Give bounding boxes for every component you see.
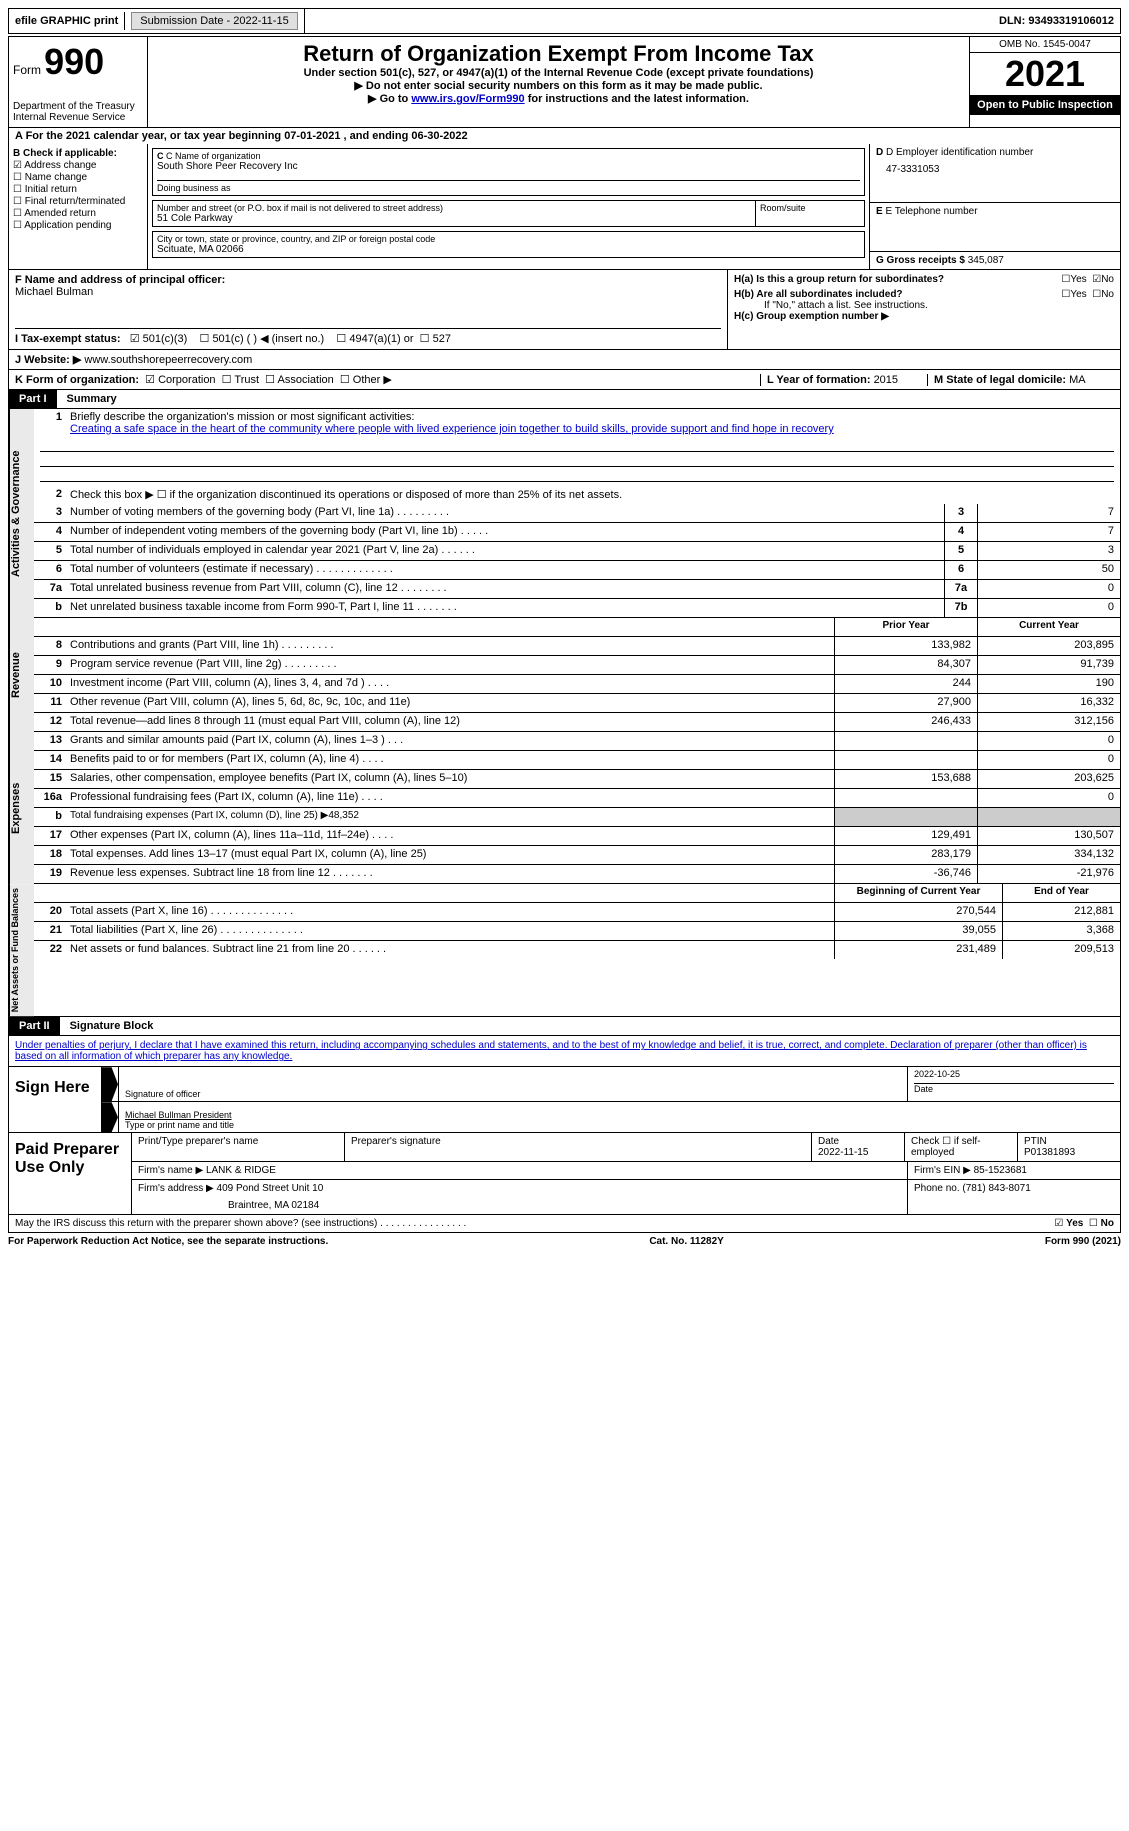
- dept-treasury: Department of the Treasury: [13, 101, 143, 112]
- firm-addr2: Braintree, MA 02184: [138, 1200, 901, 1211]
- efile-label: efile GRAPHIC print: [9, 12, 125, 30]
- top-bar: efile GRAPHIC print Submission Date - 20…: [8, 8, 1121, 34]
- mission-text[interactable]: Creating a safe space in the heart of th…: [70, 423, 834, 435]
- row-j-website: J Website: ▶ www.southshorepeerrecovery.…: [8, 350, 1121, 370]
- dln: DLN: 93493319106012: [993, 12, 1120, 30]
- open-public: Open to Public Inspection: [970, 95, 1120, 115]
- form-label: Form: [13, 63, 41, 77]
- check-address-change[interactable]: ☑ Address change: [13, 160, 143, 171]
- street-address: 51 Cole Parkway: [157, 213, 751, 224]
- prep-date: 2022-11-15: [818, 1147, 868, 1158]
- form-title: Return of Organization Exempt From Incom…: [152, 41, 965, 67]
- check-amended[interactable]: ☐ Amended return: [13, 208, 143, 219]
- city-box: City or town, state or province, country…: [152, 231, 865, 258]
- summary-net-assets: Net Assets or Fund Balances Beginning of…: [8, 884, 1121, 1017]
- part2-header: Part II Signature Block: [8, 1017, 1121, 1036]
- firm-ein: 85-1523681: [974, 1165, 1027, 1176]
- sign-here-block: Sign Here Signature of officer 2022-10-2…: [8, 1067, 1121, 1133]
- row-a-tax-year: A For the 2021 calendar year, or tax yea…: [8, 128, 1121, 144]
- submission-date: Submission Date - 2022-11-15: [125, 9, 304, 33]
- gross-receipts: 345,087: [968, 255, 1004, 266]
- city-state-zip: Scituate, MA 02066: [157, 244, 860, 255]
- hb-subordinates: H(b) Are all subordinates included? ☐Yes…: [734, 289, 1114, 300]
- address-box: Number and street (or P.O. box if mail i…: [152, 200, 865, 227]
- arrow-icon: [102, 1067, 118, 1101]
- arrow-icon: [102, 1102, 118, 1132]
- omb-number: OMB No. 1545-0047: [970, 37, 1120, 53]
- org-name: South Shore Peer Recovery Inc: [157, 161, 860, 172]
- paid-preparer-block: Paid Preparer Use Only Print/Type prepar…: [8, 1133, 1121, 1215]
- section-fh: F Name and address of principal officer:…: [8, 270, 1121, 350]
- summary-activities: Activities & Governance 1 Briefly descri…: [8, 409, 1121, 618]
- discuss-row: May the IRS discuss this return with the…: [8, 1215, 1121, 1233]
- check-initial-return[interactable]: ☐ Initial return: [13, 184, 143, 195]
- form-number: 990: [44, 41, 104, 82]
- check-final-return[interactable]: ☐ Final return/terminated: [13, 196, 143, 207]
- subtitle-3: ▶ Go to www.irs.gov/Form990 for instruct…: [152, 92, 965, 105]
- firm-addr1: 409 Pond Street Unit 10: [217, 1183, 324, 1194]
- ha-group-return: H(a) Is this a group return for subordin…: [734, 274, 1114, 285]
- section-bcdeg: B Check if applicable: ☑ Address change …: [8, 144, 1121, 270]
- part1-header: Part I Summary: [8, 390, 1121, 409]
- summary-expenses: Expenses 13Grants and similar amounts pa…: [8, 732, 1121, 884]
- subtitle-2: ▶ Do not enter social security numbers o…: [152, 79, 965, 92]
- form-header: Form 990 Department of the Treasury Inte…: [8, 36, 1121, 128]
- irs-label: Internal Revenue Service: [13, 112, 143, 123]
- bottom-line: For Paperwork Reduction Act Notice, see …: [8, 1233, 1121, 1250]
- sign-date: 2022-10-25: [914, 1069, 1114, 1079]
- check-name-change[interactable]: ☐ Name change: [13, 172, 143, 183]
- state-domicile: MA: [1069, 374, 1086, 386]
- officer-name: Michael Bullman President: [125, 1110, 1114, 1120]
- year-formation: 2015: [874, 374, 898, 386]
- f-label: F Name and address of principal officer:: [15, 274, 721, 286]
- row-klm: K Form of organization: ☑ Corporation ☐ …: [8, 370, 1121, 390]
- subtitle-1: Under section 501(c), 527, or 4947(a)(1)…: [152, 67, 965, 79]
- b-label: B Check if applicable:: [13, 148, 143, 159]
- check-application-pending[interactable]: ☐ Application pending: [13, 220, 143, 231]
- summary-revenue: Revenue Prior Year Current Year 8Contrib…: [8, 618, 1121, 732]
- tax-year: 2021: [970, 53, 1120, 95]
- telephone-label: E Telephone number: [885, 206, 977, 217]
- firm-name: LANK & RIDGE: [206, 1165, 276, 1176]
- ein: 47-3331053: [876, 164, 1114, 175]
- org-name-box: C C Name of organization South Shore Pee…: [152, 148, 865, 196]
- perjury-declaration: Under penalties of perjury, I declare th…: [8, 1036, 1121, 1067]
- principal-officer: Michael Bulman: [15, 286, 721, 298]
- hc-group-exemption: H(c) Group exemption number ▶: [734, 311, 1114, 322]
- irs-link[interactable]: www.irs.gov/Form990: [411, 93, 524, 105]
- submission-button[interactable]: Submission Date - 2022-11-15: [131, 12, 297, 30]
- ptin: P01381893: [1024, 1147, 1075, 1158]
- website-url: www.southshorepeerrecovery.com: [84, 354, 252, 366]
- firm-phone: (781) 843-8071: [962, 1183, 1030, 1194]
